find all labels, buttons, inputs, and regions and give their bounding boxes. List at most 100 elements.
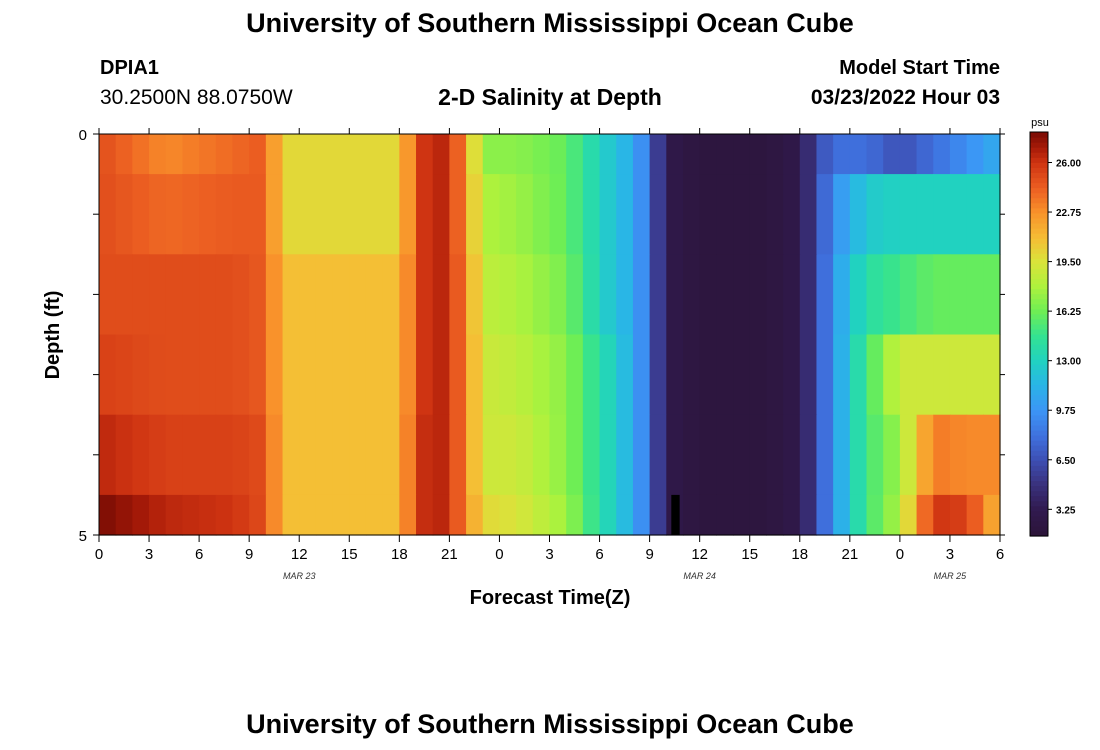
colorbar-segment [1030, 485, 1048, 492]
colorbar-segment [1030, 399, 1048, 406]
heatmap-cell [766, 134, 784, 175]
heatmap-cell [649, 134, 667, 175]
heatmap-cell [699, 494, 717, 536]
colorbar-segment [1030, 328, 1048, 335]
heatmap-cell [582, 174, 601, 255]
heatmap-cell [866, 414, 884, 496]
heatmap-cell [883, 334, 901, 416]
heatmap-cell [766, 174, 784, 255]
heatmap-cell [499, 494, 517, 536]
heatmap-cell [816, 174, 834, 255]
colorbar-segment [1030, 515, 1048, 522]
heatmap-cell [532, 174, 551, 255]
heatmap-cell [432, 174, 450, 255]
model-start-value: 03/23/2022 Hour 03 [810, 86, 1000, 109]
heatmap-cell [365, 254, 384, 336]
colorbar-segment [1030, 334, 1048, 340]
heatmap-cell [516, 174, 534, 255]
heatmap-cell [399, 134, 417, 175]
x-tick-label: 9 [245, 546, 253, 563]
heatmap-cell [866, 334, 884, 416]
heatmap-cell [549, 174, 567, 255]
colorbar-segment [1030, 490, 1048, 497]
colorbar-segment [1030, 520, 1048, 527]
heatmap-cell [249, 494, 267, 536]
heatmap-cell [949, 174, 968, 255]
heatmap-cell [582, 334, 601, 416]
heatmap-cell [399, 414, 417, 496]
colorbar-segment [1030, 263, 1048, 269]
colorbar-segment [1030, 187, 1048, 194]
colorbar-segment [1030, 137, 1048, 143]
heatmap-cell [816, 494, 834, 536]
heatmap-cell [315, 174, 334, 255]
heatmap-cell [132, 334, 150, 416]
colorbar-segment [1030, 162, 1048, 168]
heatmap-cell [849, 494, 868, 536]
heatmap-cell [666, 414, 684, 496]
colorbar-segment [1030, 394, 1048, 401]
colorbar-segment [1030, 369, 1048, 375]
heatmap-cell [466, 174, 484, 255]
heatmap-cell [849, 414, 868, 496]
heatmap-cell [416, 134, 434, 175]
y-tick-label: 0 [79, 127, 87, 144]
heatmap-cell [733, 494, 751, 536]
heatmap-cell [549, 494, 567, 536]
heatmap-cell [115, 134, 133, 175]
heatmap-cell [966, 494, 984, 536]
heatmap-cell [833, 254, 851, 336]
heatmap-cell [983, 174, 1001, 255]
heatmap-cell [282, 414, 300, 496]
heatmap-cell [399, 254, 417, 336]
heatmap-cell [332, 174, 350, 255]
heatmap-cell [716, 134, 734, 175]
heatmap-cell [516, 134, 534, 175]
heatmap-cell [232, 334, 250, 416]
heatmap-cell [616, 334, 634, 416]
heatmap-cell [866, 134, 884, 175]
heatmap-cell [833, 414, 851, 496]
heatmap-cell [299, 134, 317, 175]
heatmap-cell [966, 254, 984, 336]
heatmap-cell [432, 254, 450, 336]
heatmap-cell [99, 254, 117, 336]
heatmap-cell [866, 174, 884, 255]
heatmap-cell [215, 494, 234, 536]
heatmap-cell [949, 254, 968, 336]
heatmap-cell [616, 494, 634, 536]
heatmap-cell [799, 414, 818, 496]
heatmap-cell [165, 174, 184, 255]
heatmap-cell [616, 134, 634, 175]
colorbar-segment [1030, 374, 1048, 381]
heatmap-cell [866, 254, 884, 336]
heatmap-cell [315, 334, 334, 416]
heatmap-cell [315, 414, 334, 496]
x-tick-label: 21 [841, 546, 858, 563]
heatmap-cell [799, 494, 818, 536]
heatmap-cell [716, 414, 734, 496]
model-start-label: Model Start Time [839, 57, 1000, 79]
heatmap-cell [432, 494, 450, 536]
heatmap-cell [632, 254, 651, 336]
heatmap-cell [783, 414, 801, 496]
colorbar-segment [1030, 429, 1048, 436]
colorbar-segment [1030, 303, 1048, 310]
colorbar-segment [1030, 379, 1048, 386]
heatmap-cell [549, 134, 567, 175]
heatmap-cell [733, 174, 751, 255]
heatmap-cell [933, 334, 951, 416]
heatmap-cell [265, 494, 284, 536]
heatmap-cell [449, 414, 467, 496]
heatmap-cell [699, 254, 717, 336]
heatmap-cell [215, 174, 234, 255]
heatmap-cell [916, 254, 934, 336]
heatmap-cell [983, 254, 1001, 336]
heatmap-cell [149, 414, 167, 496]
colorbar-segment [1030, 167, 1048, 173]
colorbar-segment [1030, 450, 1048, 456]
heatmap-cell [466, 494, 484, 536]
heatmap-cell [799, 134, 818, 175]
heatmap-cell [516, 494, 534, 536]
x-axis-label: Forecast Time(Z) [470, 587, 631, 609]
